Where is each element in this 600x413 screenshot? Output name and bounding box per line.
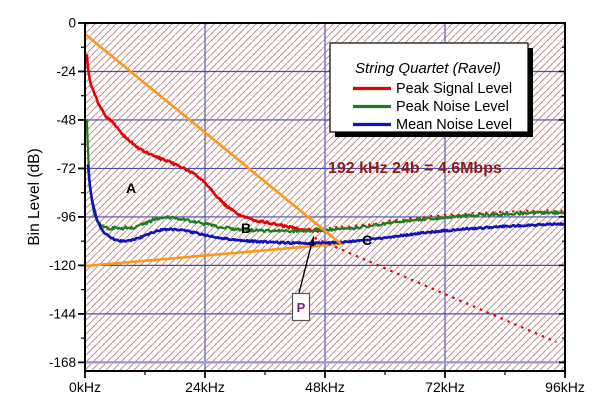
ytick-label: -24 bbox=[56, 64, 76, 79]
ytick-label: 0 bbox=[68, 16, 76, 31]
callout-arrowhead bbox=[308, 235, 315, 247]
callout-P: P bbox=[291, 235, 315, 322]
axis-tick-labels: 0 -24 -48 -72 -96 -120 -144 -168 0kHz 24kHz 48kHz 7… bbox=[49, 16, 585, 396]
guide-line-under bbox=[86, 242, 344, 268]
callout-box bbox=[291, 292, 311, 322]
ytick-label: -144 bbox=[49, 306, 77, 321]
callout-arrow-line bbox=[298, 241, 313, 294]
legend-entry-mean-noise: Mean Noise Level bbox=[396, 117, 512, 133]
xtick-label: 24kHz bbox=[185, 379, 225, 395]
series-peak-signal-level bbox=[86, 54, 321, 233]
legend-title: String Quartet (Ravel) bbox=[355, 60, 501, 77]
guide-noise-slope bbox=[86, 242, 344, 268]
label-A: A bbox=[126, 180, 136, 196]
guide-line-over bbox=[86, 33, 342, 245]
legend-entry-peak-signal: Peak Signal Level bbox=[396, 81, 512, 97]
xtick-label: 96kHz bbox=[545, 379, 585, 395]
legend: String Quartet (Ravel) Peak Signal Level… bbox=[329, 42, 533, 137]
guide-signal-slope bbox=[86, 33, 342, 245]
y-axis-title: Bin Level (dB) bbox=[26, 148, 43, 245]
ytick-label: -120 bbox=[49, 258, 76, 273]
series-mean-noise-level bbox=[86, 164, 564, 246]
ytick-label: -96 bbox=[56, 209, 76, 224]
legend-entry-peak-noise: Peak Noise Level bbox=[396, 99, 509, 115]
ytick-label: -72 bbox=[56, 161, 76, 176]
bitrate-annotation: 192 kHz 24b = 4.6Mbps bbox=[328, 160, 502, 177]
xtick-label: 0kHz bbox=[69, 379, 101, 395]
series-peak-signal-dotted bbox=[314, 209, 564, 231]
xtick-label: 72kHz bbox=[425, 379, 465, 395]
axis-ticks bbox=[78, 22, 566, 378]
xtick-label: 48kHz bbox=[305, 379, 345, 395]
ytick-label: -168 bbox=[49, 355, 76, 370]
extrapolated-noise-floor bbox=[314, 236, 557, 344]
label-C: C bbox=[362, 232, 372, 248]
ytick-label: -48 bbox=[56, 112, 76, 127]
label-B: B bbox=[241, 220, 251, 236]
callout-label: P bbox=[297, 300, 306, 315]
data-curves bbox=[86, 54, 564, 344]
